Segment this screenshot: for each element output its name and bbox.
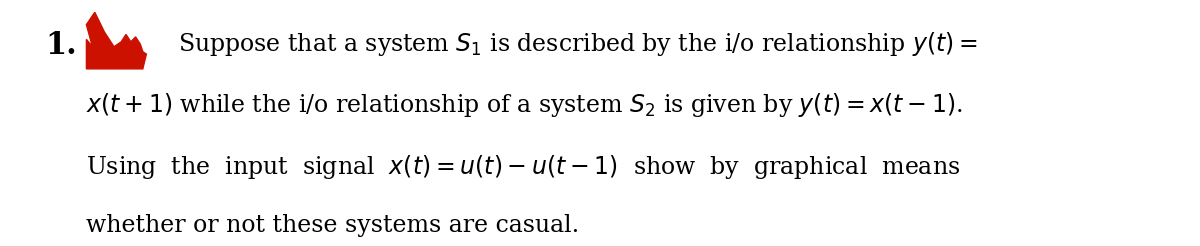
Text: Using  the  input  signal  $x(t) = u(t) - u(t - 1)$  show  by  graphical  means: Using the input signal $x(t) = u(t) - u(… — [86, 153, 961, 181]
Text: 1.: 1. — [46, 30, 77, 61]
Polygon shape — [86, 12, 146, 69]
Text: $x(t + 1)$ while the i/o relationship of a system $S_2$ is given by $y(t) = x(t : $x(t + 1)$ while the i/o relationship of… — [86, 91, 964, 119]
Text: whether or not these systems are casual.: whether or not these systems are casual. — [86, 214, 580, 237]
Text: Suppose that a system $S_1$ is described by the i/o relationship $y(t) =$: Suppose that a system $S_1$ is described… — [178, 30, 977, 58]
